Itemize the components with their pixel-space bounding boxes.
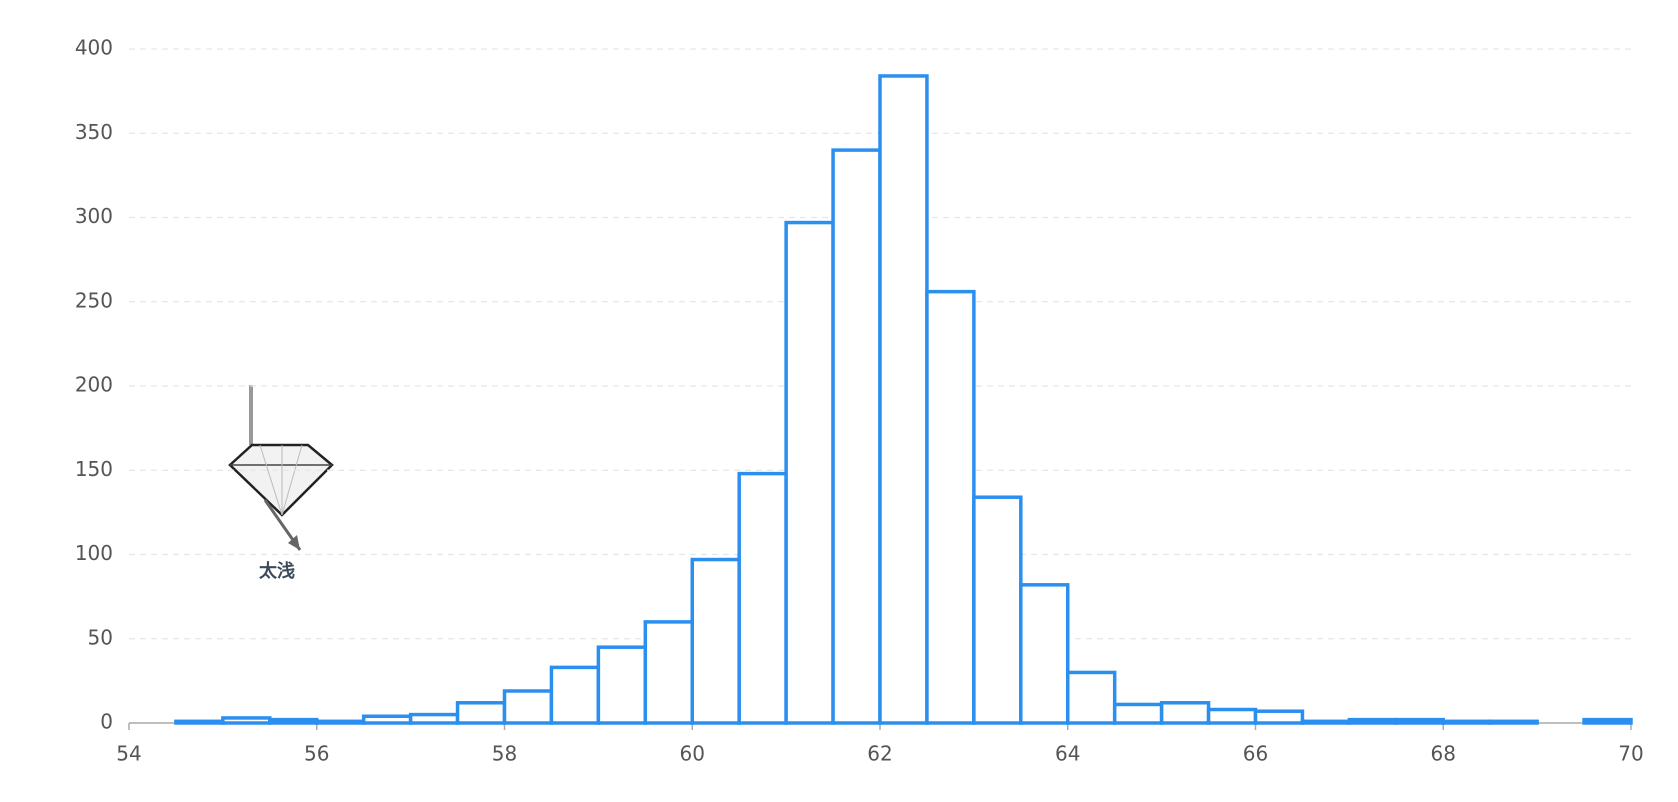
y-tick-label: 350 <box>75 120 113 144</box>
y-tick-label: 100 <box>75 541 113 565</box>
bar <box>221 716 272 725</box>
annotation: 太浅 <box>259 560 295 582</box>
bar <box>737 471 788 725</box>
bar <box>408 712 460 725</box>
x-tick-label: 66 <box>1243 742 1268 766</box>
x-tick-label: 68 <box>1431 742 1456 766</box>
x-tick-label: 70 <box>1618 742 1643 766</box>
bar <box>1019 583 1070 725</box>
bar <box>972 495 1023 725</box>
bar <box>361 714 413 725</box>
x-tick-label: 60 <box>680 742 705 766</box>
bar <box>1206 707 1258 725</box>
diamond-illustration: 太浅 <box>228 385 334 582</box>
bar <box>596 645 648 725</box>
y-tick-label: 50 <box>88 625 113 649</box>
y-tick-label: 250 <box>75 288 113 312</box>
y-tick-label: 0 <box>100 710 113 734</box>
y-tick-label: 150 <box>75 457 113 481</box>
bar <box>1347 717 1399 725</box>
bar <box>643 620 694 725</box>
x-tick-label: 64 <box>1055 742 1080 766</box>
bar <box>831 148 882 725</box>
bar <box>1488 719 1539 725</box>
x-tick-label: 62 <box>867 742 892 766</box>
bar <box>1159 701 1211 725</box>
bar <box>1112 702 1164 725</box>
y-tick-label: 400 <box>75 36 113 60</box>
bar <box>502 689 554 725</box>
bar <box>1066 670 1117 725</box>
bar <box>690 557 741 725</box>
bar <box>1394 717 1445 725</box>
bar <box>315 719 366 725</box>
bar <box>1300 719 1352 725</box>
bar <box>1253 709 1305 725</box>
bar <box>268 717 319 725</box>
bar <box>925 289 976 725</box>
x-tick-label: 58 <box>492 742 517 766</box>
bar <box>549 665 601 725</box>
x-tick-label: 54 <box>116 742 141 766</box>
bar <box>1582 717 1633 725</box>
x-tick-label: 56 <box>304 742 329 766</box>
y-tick-label: 200 <box>75 373 113 397</box>
bar <box>784 220 835 725</box>
bar <box>455 701 507 725</box>
bar <box>878 74 929 725</box>
y-tick-label: 300 <box>75 204 113 228</box>
bar <box>1441 719 1492 725</box>
bar <box>174 719 225 725</box>
